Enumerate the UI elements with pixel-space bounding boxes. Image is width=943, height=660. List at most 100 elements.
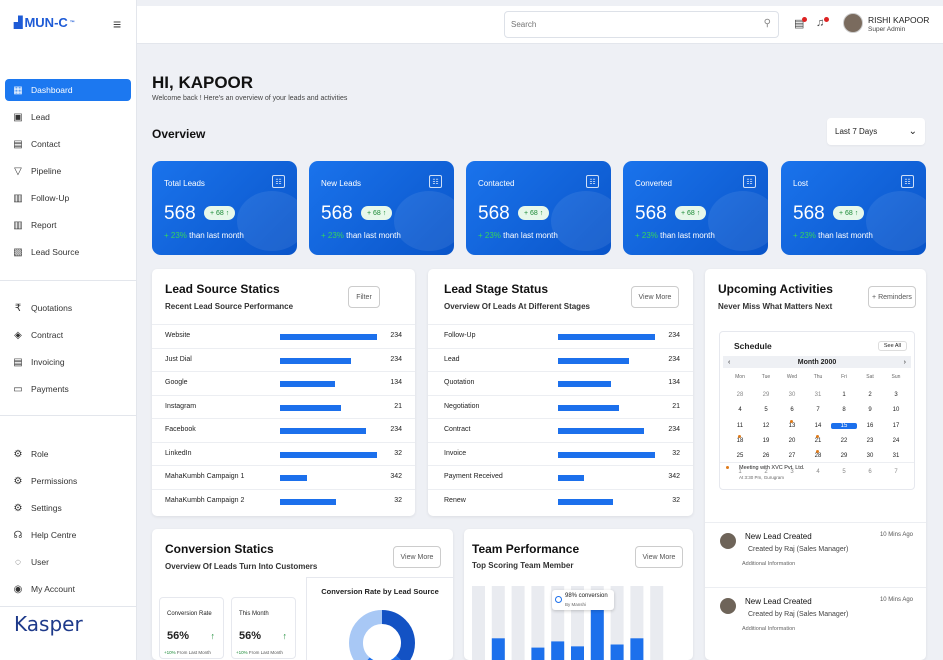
view-more-button[interactable]: View More: [631, 286, 679, 308]
stat-card[interactable]: Lost ☷ 568 + 68 ↑ + 23% than last month: [781, 161, 926, 255]
calendar-day[interactable]: 3: [894, 392, 898, 398]
calendar-day[interactable]: 31: [814, 392, 822, 398]
calendar-day[interactable]: 30: [788, 392, 796, 398]
calendar-day[interactable]: 4: [816, 468, 820, 475]
activity-item[interactable]: New Lead Created Created by Raj (Sales Ma…: [705, 522, 926, 590]
calendar-day[interactable]: 11: [736, 422, 744, 429]
calendar-day[interactable]: 21: [814, 437, 822, 444]
reminders-button[interactable]: + Reminders: [868, 286, 916, 308]
calendar-day[interactable]: 10: [892, 407, 900, 414]
view-more-button[interactable]: View More: [635, 546, 683, 568]
sidebar-item-contact[interactable]: ▤ Contact: [5, 133, 131, 155]
sidebar-item-help-centre[interactable]: ☊ Help Centre: [5, 524, 131, 546]
calendar-day[interactable]: 29: [840, 453, 848, 460]
calendar-day[interactable]: 24: [892, 437, 900, 444]
calendar-day[interactable]: 7: [894, 468, 898, 475]
sidebar-item-contract[interactable]: ◈ Contract: [5, 324, 131, 346]
calendar-day[interactable]: 20: [788, 437, 796, 444]
calendar-day[interactable]: 31: [892, 453, 900, 460]
filter-button[interactable]: Filter: [348, 286, 380, 308]
sidebar-item-lead-source[interactable]: ▧ Lead Source: [5, 241, 131, 263]
calendar-day[interactable]: 5: [764, 407, 768, 414]
sidebar-item-quotations[interactable]: ₹ Quotations: [5, 297, 131, 319]
calendar-day[interactable]: 26: [762, 453, 770, 460]
search-input[interactable]: [505, 12, 745, 37]
change-percent: + 23%: [478, 231, 501, 240]
view-more-button[interactable]: View More: [393, 546, 441, 568]
sidebar-item-role[interactable]: ⚙ Role: [5, 443, 131, 465]
user-name[interactable]: RISHI KAPOOR: [868, 15, 930, 25]
sidebar-item-report[interactable]: ▥ Report: [5, 214, 131, 236]
arrow-up-icon: ↑: [537, 209, 544, 217]
team-bar[interactable]: [551, 641, 565, 660]
calendar-day[interactable]: 2: [764, 468, 768, 475]
calendar-day[interactable]: 27: [788, 453, 796, 460]
avatar[interactable]: [843, 13, 863, 33]
chat-icon[interactable]: ▤: [794, 18, 805, 30]
calendar-day[interactable]: 14: [814, 422, 822, 429]
activity-item[interactable]: New Lead Created Created by Raj (Sales Ma…: [705, 587, 926, 655]
stat-card[interactable]: Contacted ☷ 568 + 68 ↑ + 23% than last month: [466, 161, 611, 255]
calendar-day[interactable]: 9: [868, 407, 872, 414]
calendar-day[interactable]: 2: [868, 392, 872, 398]
see-all-button[interactable]: See All: [877, 341, 907, 351]
calendar-day[interactable]: 22: [840, 437, 848, 444]
calendar-day[interactable]: 16: [866, 422, 874, 429]
calendar-day[interactable]: 13: [788, 422, 796, 429]
stat-card[interactable]: Total Leads ☷ 568 + 68 ↑ + 23% than last mon…: [152, 161, 297, 255]
calendar-day[interactable]: 28: [736, 392, 744, 398]
calendar-day[interactable]: 29: [762, 392, 770, 398]
sidebar-item-invoicing[interactable]: ▤ Invoicing: [5, 351, 131, 373]
sidebar-item-lead[interactable]: ▣ Lead: [5, 106, 131, 128]
calendar-day[interactable]: 3: [790, 468, 794, 475]
stat-badge: + 68 ↑: [675, 206, 707, 220]
team-bar[interactable]: [610, 644, 624, 660]
stat-card[interactable]: New Leads ☷ 568 + 68 ↑ + 23% than last month: [309, 161, 454, 255]
event-title[interactable]: Meeting with XVC Pvt. Ltd.: [739, 465, 805, 471]
sidebar-item-dashboard[interactable]: ▦ Dashboard: [5, 79, 131, 101]
chevron-down-icon: ⌄: [908, 126, 917, 137]
calendar-day[interactable]: 18: [736, 437, 744, 444]
sidebar-item-follow-up[interactable]: ▥ Follow-Up: [5, 187, 131, 209]
sidebar-item-payments[interactable]: ▭ Payments: [5, 378, 131, 400]
sidebar-item-user[interactable]: ◌ User: [5, 551, 131, 573]
sidebar-item-pipeline[interactable]: ▽ Pipeline: [5, 160, 131, 182]
app-logo[interactable]: ▟ MUN-C ™: [14, 15, 75, 30]
sidebar-item-permissions[interactable]: ⚙ Permissions: [5, 470, 131, 492]
chevron-left-icon[interactable]: ‹: [728, 358, 731, 366]
calendar-day[interactable]: 30: [866, 453, 874, 460]
calendar-day[interactable]: 28: [814, 453, 822, 460]
calendar-day[interactable]: 19: [762, 437, 770, 444]
mini-stat-card: This Month 56% ↑ +10% From Last Month: [231, 597, 296, 659]
sidebar-item-settings[interactable]: ⚙ Settings: [5, 497, 131, 519]
calendar-day[interactable]: 6: [790, 407, 794, 414]
calendar-day[interactable]: 1: [738, 468, 742, 475]
team-bar[interactable]: [571, 646, 584, 660]
calendar-day[interactable]: 7: [816, 407, 820, 414]
calendar-day[interactable]: 25: [736, 453, 744, 460]
team-bar[interactable]: [630, 638, 644, 660]
search-icon[interactable]: ⚲: [763, 18, 771, 29]
hamburger-menu-icon[interactable]: ≡: [113, 16, 122, 32]
calendar-day[interactable]: 23: [866, 437, 874, 444]
team-bar[interactable]: [531, 647, 545, 660]
search-box[interactable]: ⚲: [504, 11, 779, 38]
bell-icon[interactable]: ♫: [816, 17, 825, 29]
team-bar[interactable]: [590, 601, 604, 660]
calendar-day[interactable]: 15: [831, 422, 857, 429]
form-icon: ▧: [13, 246, 23, 258]
date-range-select[interactable]: Last 7 Days ⌄: [827, 118, 925, 145]
calendar-day[interactable]: 1: [842, 392, 846, 398]
stat-value: 568: [478, 203, 510, 224]
calendar-day[interactable]: 4: [738, 407, 742, 414]
calendar-day[interactable]: 12: [762, 422, 770, 429]
team-bar[interactable]: [491, 638, 505, 660]
stat-card[interactable]: Converted ☷ 568 + 68 ↑ + 23% than last month: [623, 161, 768, 255]
calendar-day[interactable]: 5: [842, 468, 846, 475]
calendar-day[interactable]: 6: [868, 468, 872, 475]
sidebar-item-my-account[interactable]: ◉ My Account: [5, 578, 131, 600]
card-title: Upcoming Activities: [718, 282, 833, 296]
chevron-right-icon[interactable]: ›: [903, 358, 906, 366]
calendar-day[interactable]: 8: [842, 407, 846, 414]
calendar-day[interactable]: 17: [892, 422, 900, 429]
